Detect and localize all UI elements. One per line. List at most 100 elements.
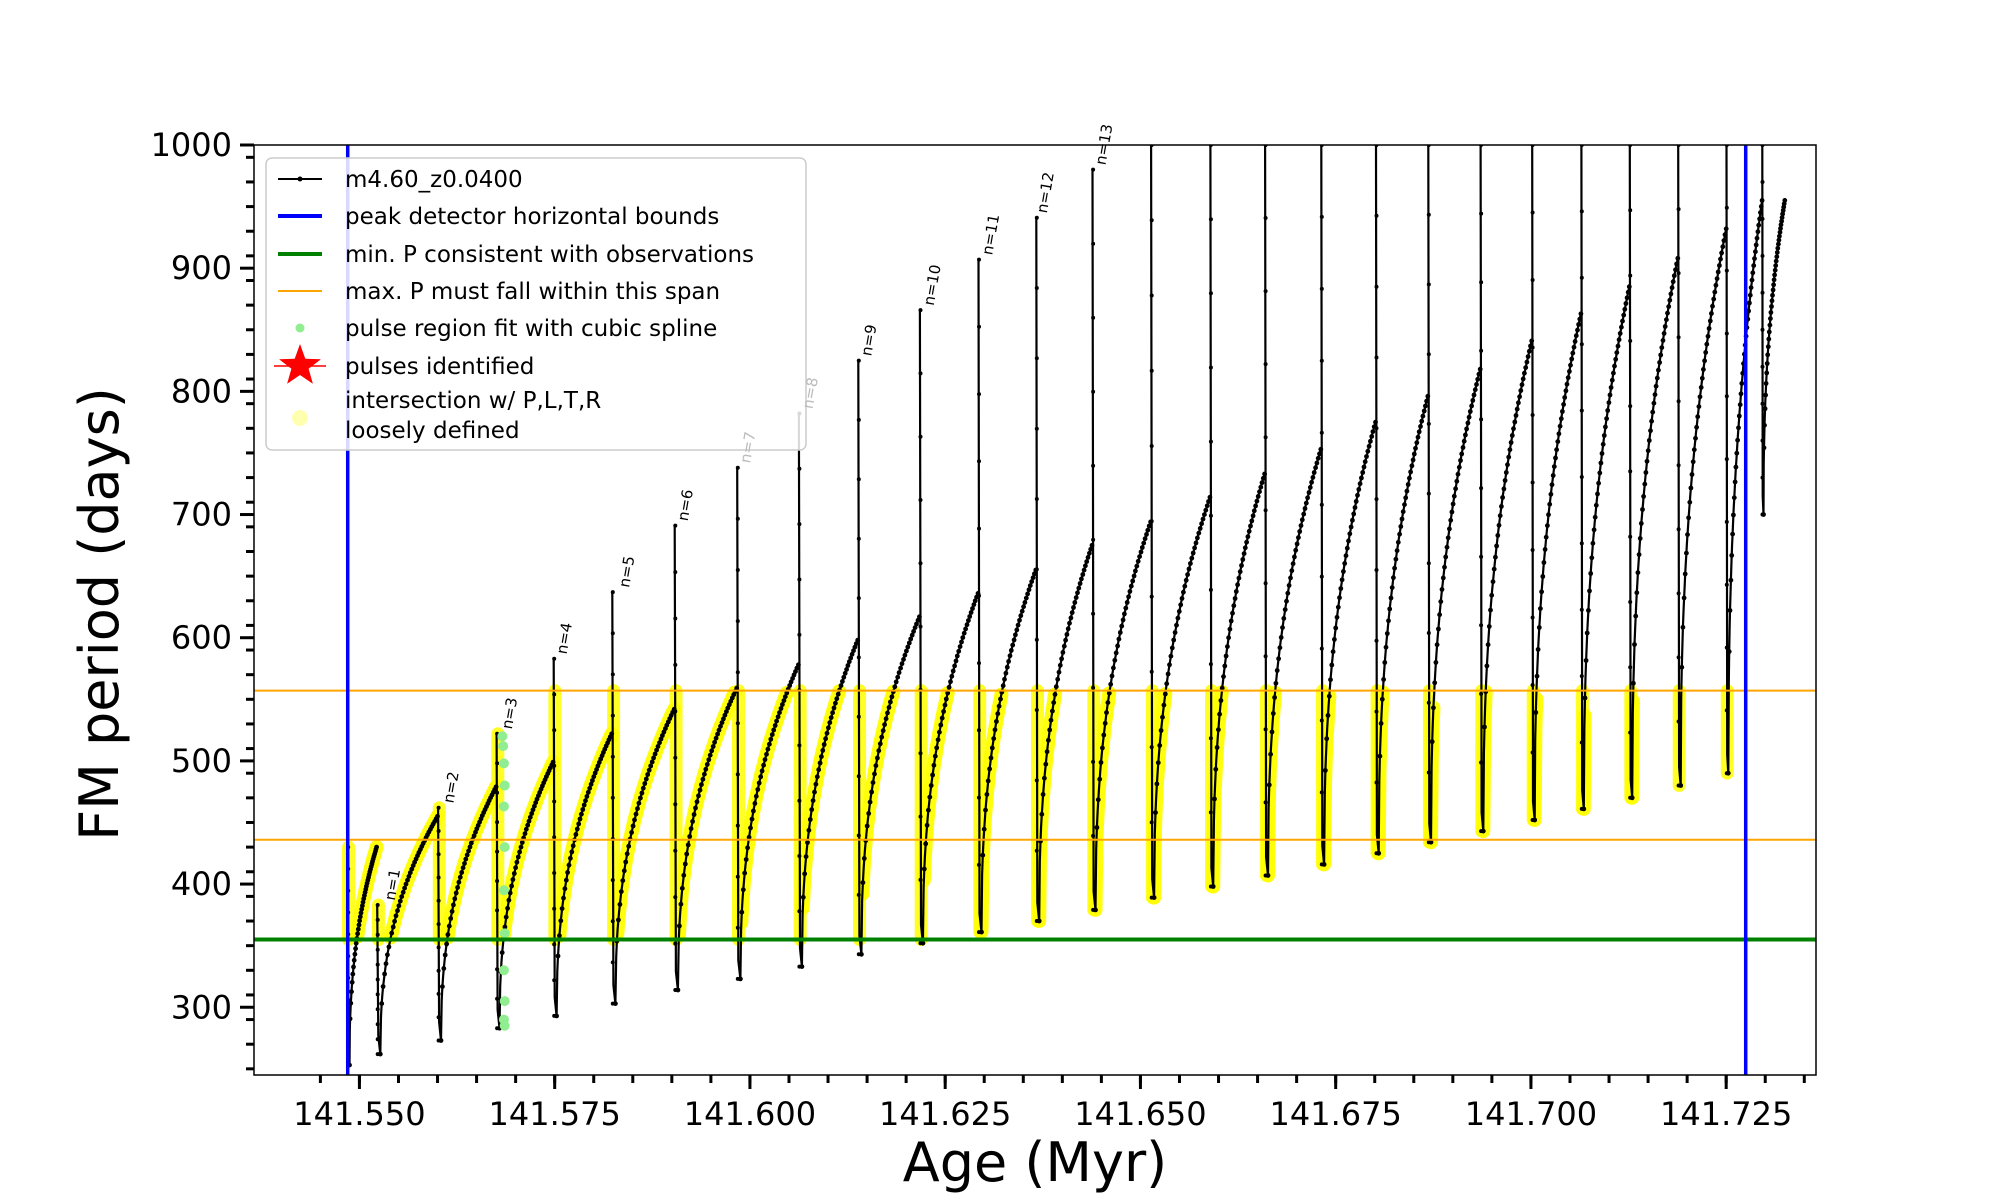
model-point bbox=[1641, 494, 1646, 499]
model-point bbox=[1348, 524, 1354, 530]
model-point bbox=[1057, 662, 1063, 668]
model-point bbox=[1072, 600, 1078, 605]
model-point bbox=[1429, 739, 1435, 745]
model-point bbox=[1064, 632, 1070, 637]
model-point bbox=[926, 807, 931, 813]
model-point bbox=[552, 871, 557, 875]
model-point bbox=[991, 736, 997, 741]
x-tick-label-1: 141.550 bbox=[293, 1095, 425, 1133]
model-point bbox=[1763, 392, 1768, 398]
model-point bbox=[867, 799, 873, 805]
model-point bbox=[845, 663, 851, 668]
model-point bbox=[1530, 345, 1535, 350]
model-point bbox=[1706, 326, 1712, 331]
model-point bbox=[735, 976, 740, 981]
model-point bbox=[797, 964, 802, 969]
model-point bbox=[1438, 599, 1444, 604]
model-point bbox=[1636, 552, 1642, 557]
model-point bbox=[684, 851, 690, 857]
model-point bbox=[1637, 536, 1643, 541]
model-point bbox=[1768, 316, 1773, 321]
model-point bbox=[826, 725, 831, 731]
model-point bbox=[1731, 495, 1737, 501]
model-markers-3 bbox=[436, 784, 499, 1043]
intersection-band-6 bbox=[610, 702, 682, 940]
model-point bbox=[591, 774, 597, 780]
model-point bbox=[1479, 280, 1484, 285]
model-point bbox=[452, 896, 458, 902]
model-point bbox=[1591, 527, 1597, 533]
model-point bbox=[1119, 623, 1125, 629]
model-point bbox=[883, 716, 889, 722]
model-markers-27 bbox=[1760, 145, 1788, 517]
model-point bbox=[1319, 502, 1324, 507]
model-point bbox=[1369, 434, 1375, 439]
model-point bbox=[1724, 771, 1729, 776]
legend-item-7: intersection w/ P,L,T,R loosely defined bbox=[292, 388, 601, 444]
model-point bbox=[970, 606, 975, 611]
model-point bbox=[1199, 521, 1204, 527]
model-point bbox=[1014, 627, 1020, 633]
model-point bbox=[1258, 484, 1264, 490]
model-point bbox=[1771, 277, 1777, 283]
model-point bbox=[1549, 482, 1555, 488]
model-point bbox=[552, 692, 557, 697]
model-point bbox=[1149, 218, 1154, 223]
model-point bbox=[1161, 702, 1167, 708]
model-point bbox=[1168, 653, 1174, 659]
model-point bbox=[964, 622, 970, 628]
model-point bbox=[1202, 512, 1207, 517]
model-point bbox=[1149, 820, 1154, 825]
model-point bbox=[1046, 737, 1051, 743]
model-point bbox=[1659, 345, 1665, 350]
model-point bbox=[1350, 517, 1355, 523]
model-point bbox=[1474, 382, 1479, 387]
model-point bbox=[552, 906, 557, 911]
pulse-label-12: n=12 bbox=[1033, 171, 1058, 215]
model-point bbox=[1346, 538, 1351, 544]
model-point bbox=[1115, 643, 1120, 649]
model-point bbox=[1034, 848, 1039, 853]
model-markers-15 bbox=[1149, 145, 1213, 900]
model-point bbox=[866, 811, 872, 816]
model-point bbox=[471, 833, 477, 839]
legend-label-3: min. P consistent with observations bbox=[345, 242, 754, 268]
model-point bbox=[1555, 439, 1561, 444]
model-point bbox=[1605, 408, 1611, 413]
model-point bbox=[1724, 394, 1729, 399]
legend-label-5: pulse region fit with cubic spline bbox=[345, 316, 717, 342]
model-point bbox=[1617, 331, 1623, 336]
model-point bbox=[1409, 463, 1415, 469]
model-point bbox=[588, 781, 594, 787]
model-point bbox=[772, 723, 778, 728]
model-point bbox=[1509, 433, 1515, 438]
model-point bbox=[797, 854, 802, 858]
model-point bbox=[751, 808, 756, 814]
model-point bbox=[1142, 536, 1148, 542]
model-point bbox=[851, 648, 856, 654]
model-point bbox=[905, 644, 911, 650]
horizontal-reference-lines bbox=[254, 689, 1816, 942]
model-point bbox=[911, 629, 916, 634]
model-point bbox=[1479, 417, 1484, 422]
model-point bbox=[1235, 582, 1240, 588]
model-point bbox=[1760, 475, 1765, 480]
model-point bbox=[1344, 545, 1350, 551]
model-point bbox=[1104, 710, 1109, 715]
model-point bbox=[1113, 650, 1119, 656]
model-point bbox=[618, 889, 624, 894]
model-point bbox=[436, 968, 441, 973]
model-point bbox=[980, 852, 986, 858]
spline-point-1 bbox=[497, 731, 508, 742]
model-point bbox=[1563, 388, 1569, 394]
model-point bbox=[1298, 523, 1304, 528]
model-point bbox=[1374, 284, 1379, 289]
model-point bbox=[904, 648, 909, 654]
model-point bbox=[1374, 213, 1379, 218]
model-point bbox=[977, 526, 981, 531]
model-point bbox=[685, 842, 691, 848]
model-point bbox=[906, 640, 912, 646]
model-point bbox=[389, 930, 395, 936]
model-point bbox=[1691, 447, 1697, 453]
model-point bbox=[1731, 512, 1736, 518]
